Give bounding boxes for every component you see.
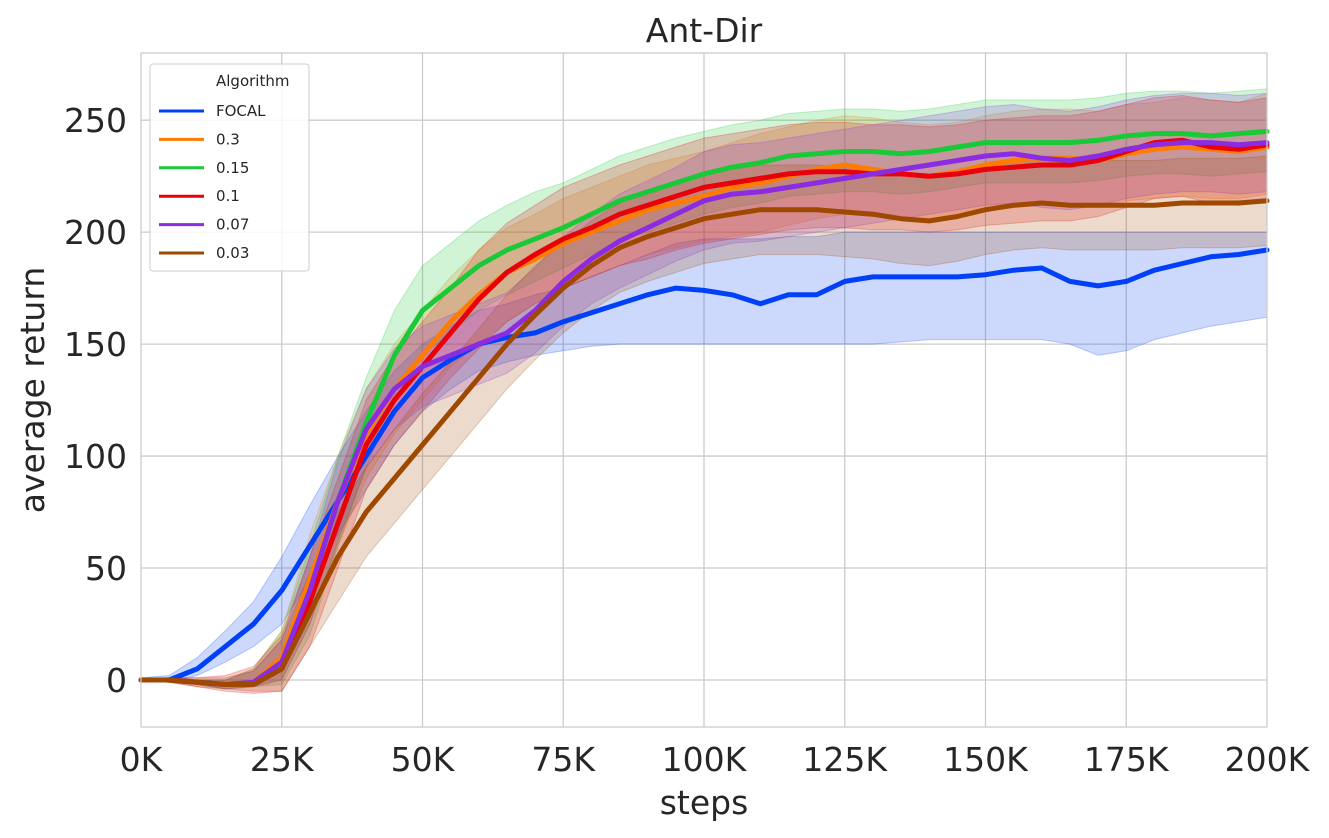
series-focal-line — [138, 247, 1270, 683]
grid — [141, 53, 1267, 727]
y-tick-label: 250 — [64, 101, 127, 140]
series-focal-legend-label: FOCAL — [216, 102, 266, 120]
legend: Algorithm FOCAL 0.3 0.15 0.1 0.07 0.03 — [149, 63, 310, 272]
x-axis-title: steps — [660, 783, 749, 822]
x-tick-label: 75K — [531, 740, 596, 779]
series-0-1-line — [138, 137, 1270, 687]
x-tick-label: 25K — [250, 740, 315, 779]
y-tick-label: 200 — [64, 213, 127, 252]
plot-frame — [140, 52, 1268, 728]
y-tick-labels: 0 50 100 150 200 250 — [64, 101, 127, 700]
series-0-07-line — [138, 140, 1270, 687]
chart-title: Ant-Dir — [646, 11, 763, 50]
x-tick-labels: 0K 25K 50K 75K 100K 125K 150K 175K 200K — [120, 740, 1311, 779]
x-tick-label: 125K — [802, 740, 888, 779]
y-tick-label: 100 — [64, 437, 127, 476]
series-0-03-legend-label: 0.03 — [216, 244, 249, 262]
x-tick-label: 100K — [662, 740, 748, 779]
x-tick-label: 150K — [943, 740, 1029, 779]
series-0-1-legend-label: 0.1 — [216, 187, 240, 205]
x-tick-label: 0K — [120, 740, 164, 779]
y-axis-title: average return — [13, 267, 52, 514]
x-tick-label: 50K — [391, 740, 456, 779]
x-tick-label: 200K — [1225, 740, 1311, 779]
y-tick-label: 0 — [106, 661, 127, 700]
legend-items: FOCAL 0.3 0.15 0.1 0.07 0.03 — [159, 102, 266, 262]
y-tick-label: 50 — [85, 549, 127, 588]
legend-title: Algorithm — [216, 72, 289, 90]
series-0-03-line — [138, 198, 1270, 687]
legend-box — [149, 63, 310, 272]
series-lines — [138, 128, 1270, 687]
series-0-3-legend-label: 0.3 — [216, 130, 240, 148]
series-0-07-legend-label: 0.07 — [216, 216, 249, 234]
y-tick-label: 150 — [64, 325, 127, 364]
series-0-15-legend-label: 0.15 — [216, 159, 249, 177]
x-tick-label: 175K — [1084, 740, 1170, 779]
